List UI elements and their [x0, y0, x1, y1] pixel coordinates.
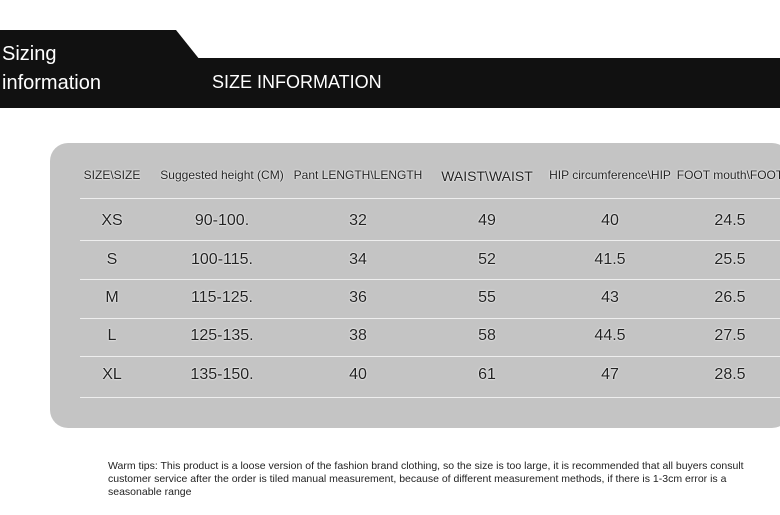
table-cell: 55: [478, 289, 496, 306]
table-cell: 34: [349, 251, 367, 268]
row-divider: [80, 318, 780, 319]
table-cell: 47: [601, 366, 619, 383]
table-cell: 125-135.: [190, 327, 254, 344]
column-header: Suggested height (CM): [160, 168, 284, 182]
table-cell: 41.5: [594, 251, 626, 268]
table-cell: 52: [478, 251, 496, 268]
row-divider: [80, 240, 780, 241]
column-header: Pant LENGTH\LENGTH: [293, 168, 423, 182]
table-cell: 115-125.: [191, 289, 253, 306]
table-cell: 135-150.: [190, 366, 254, 383]
row-divider: [80, 279, 780, 280]
table-cell: 90-100.: [194, 212, 250, 229]
column-header: HIP circumference\HIP: [549, 168, 671, 182]
table-cell: L: [107, 327, 117, 344]
table-cell: 25.5: [714, 251, 746, 268]
table-cell: 24.5: [714, 212, 746, 229]
column-header: SIZE\SIZE: [83, 168, 141, 182]
column-header: WAIST\WAIST: [441, 168, 533, 184]
table-cell: 28.5: [714, 366, 746, 383]
table-cell: 32: [349, 212, 367, 229]
table-cell: 58: [478, 327, 496, 344]
table-cell: 49: [478, 212, 496, 229]
table-cell: S: [106, 251, 118, 268]
row-divider: [80, 198, 780, 199]
tab-corner: [160, 30, 200, 60]
table-cell: 27.5: [714, 327, 746, 344]
banner-bar: [160, 58, 780, 108]
size-table: [50, 143, 780, 428]
table-cell: 61: [478, 366, 496, 383]
sizing-tab-label: Sizing information: [2, 43, 101, 94]
table-cell: XS: [101, 212, 123, 229]
table-cell: 36: [349, 289, 367, 306]
row-divider: [80, 356, 780, 357]
table-cell: 44.5: [594, 327, 626, 344]
warm-tips: Warm tips: This product is a loose versi…: [108, 460, 744, 498]
banner-title: SIZE INFORMATION: [212, 72, 382, 92]
table-cell: 43: [601, 289, 619, 306]
table-cell: 100-115.: [191, 251, 253, 268]
sizing-tab: [0, 30, 175, 108]
column-header: FOOT mouth\FOOT: [676, 168, 780, 182]
table-cell: M: [105, 289, 119, 306]
table-cell: 40: [349, 366, 367, 383]
table-cell: XL: [102, 366, 122, 383]
table-cell: 38: [349, 327, 367, 344]
table-cell: 40: [601, 212, 619, 229]
table-cell: 26.5: [714, 289, 746, 306]
row-divider: [80, 397, 780, 398]
